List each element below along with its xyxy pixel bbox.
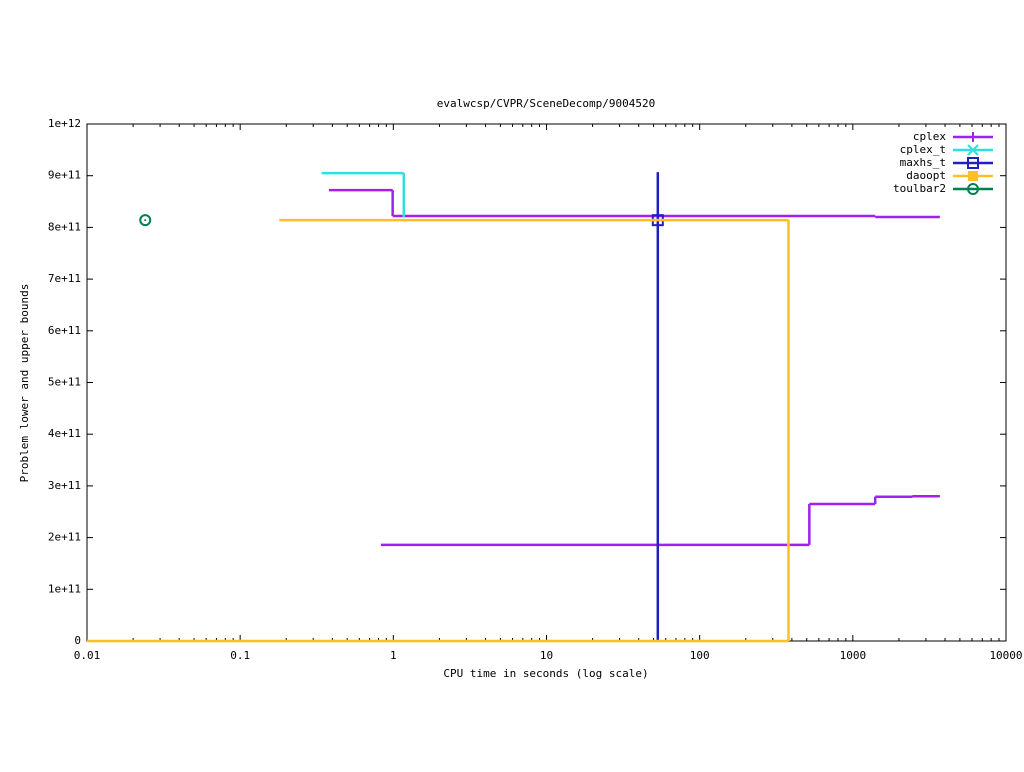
marker — [968, 171, 978, 181]
y-tick-label: 8e+11 — [48, 220, 81, 233]
y-tick-label: 9e+11 — [48, 169, 81, 182]
legend-label: maxhs_t — [900, 156, 946, 169]
y-tick-label: 2e+11 — [48, 531, 81, 544]
marker — [139, 214, 152, 227]
marker-part — [967, 183, 979, 195]
marker — [967, 183, 979, 195]
marker — [967, 144, 979, 156]
y-tick-label: 3e+11 — [48, 479, 81, 492]
legend-label: daoopt — [906, 169, 946, 182]
y-tick-label: 0 — [74, 634, 81, 647]
x-tick-label: 0.1 — [230, 649, 250, 662]
x-axis-label: CPU time in seconds (log scale) — [443, 667, 648, 680]
marker-part — [139, 214, 152, 227]
x-tick-label: 1000 — [840, 649, 867, 662]
legend-label: toulbar2 — [893, 182, 946, 195]
x-tick-label: 1 — [390, 649, 397, 662]
x-tick-label: 10000 — [989, 649, 1022, 662]
legend-label: cplex — [913, 130, 946, 143]
y-tick-label: 1e+11 — [48, 582, 81, 595]
marker — [968, 132, 978, 142]
y-tick-label: 5e+11 — [48, 376, 81, 389]
x-tick-label: 10 — [540, 649, 553, 662]
chart-title: evalwcsp/CVPR/SceneDecomp/9004520 — [437, 97, 656, 110]
marker-part — [972, 188, 974, 190]
plot-frame — [86, 123, 1007, 642]
marker-part — [967, 144, 979, 156]
x-tick-label: 0.01 — [74, 649, 101, 662]
y-tick-label: 1e+12 — [48, 117, 81, 130]
marker-part — [967, 157, 979, 169]
x-tick-label: 100 — [690, 649, 710, 662]
marker-part — [968, 171, 978, 181]
y-axis-label: Problem lower and upper bounds — [18, 284, 31, 483]
y-tick-label: 4e+11 — [48, 427, 81, 440]
marker-part — [144, 219, 147, 222]
marker — [967, 157, 979, 169]
legend-label: cplex_t — [900, 143, 946, 156]
y-tick-label: 6e+11 — [48, 324, 81, 337]
y-tick-label: 7e+11 — [48, 272, 81, 285]
